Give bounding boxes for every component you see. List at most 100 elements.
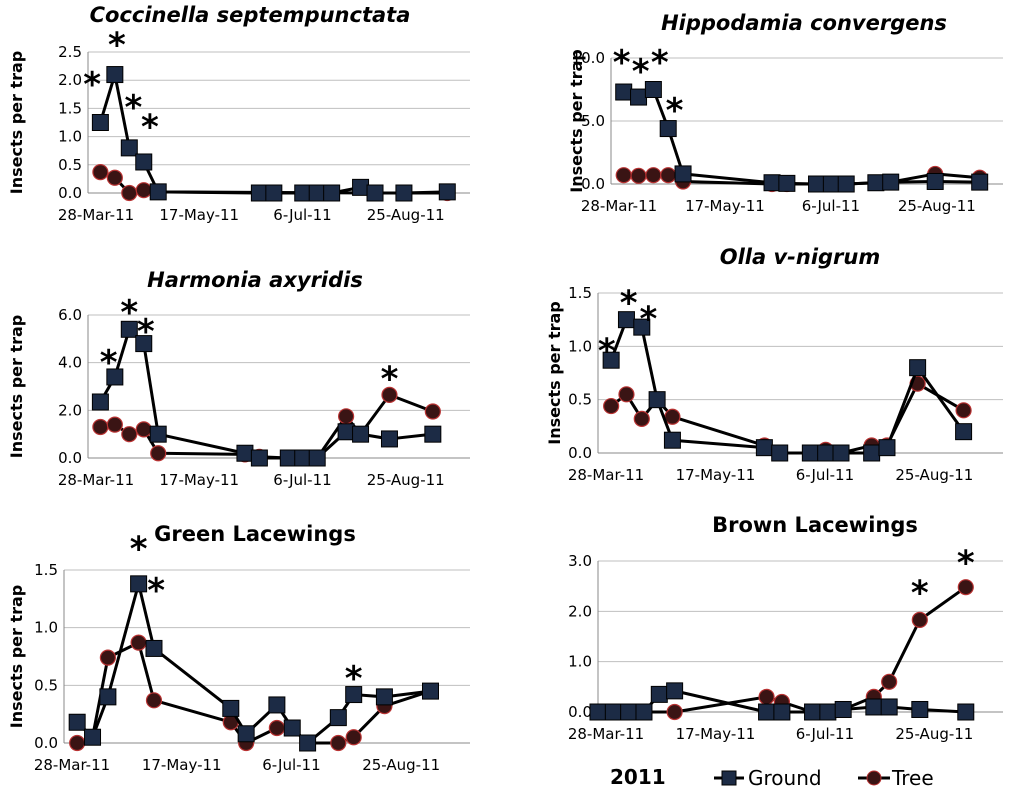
ground-point	[323, 184, 341, 202]
ground-point	[130, 575, 148, 593]
x-tick-label: 25-Aug-11	[367, 471, 445, 489]
significance-star: *	[137, 312, 155, 352]
ground-point	[604, 703, 622, 721]
tree-point	[338, 408, 355, 425]
ground-point	[250, 449, 268, 467]
x-tick-label: 28-Mar-11	[58, 471, 134, 489]
tree-point	[106, 416, 123, 433]
legend: 2011 Ground Tree	[610, 765, 934, 790]
chart-title: Hippodamia convergens	[661, 11, 947, 35]
ground-point	[84, 728, 102, 746]
x-tick-label: 17-May-11	[676, 725, 756, 743]
tree-point	[130, 634, 147, 651]
chart-panel-1: Coccinella septempunctata 0.0 0.5 1.0 1.5 2.0…	[7, 3, 470, 224]
y-tick-label: 6.0	[58, 306, 82, 324]
tree-point	[330, 734, 347, 752]
ground-point	[345, 686, 363, 704]
ground-point	[602, 351, 620, 369]
ground-point	[308, 184, 326, 202]
y-axis-label: Insects per trap	[567, 49, 586, 193]
y-tick-label: 0.0	[568, 444, 592, 462]
x-tick-label: 28-Mar-11	[568, 466, 644, 484]
significance-star: *	[147, 571, 165, 611]
ground-point	[763, 174, 781, 192]
ground-point	[294, 449, 312, 467]
y-axis-label: Insects per trap	[7, 585, 26, 729]
tree-point	[135, 182, 152, 199]
chart-title: Olla v-nigrum	[720, 245, 881, 269]
chart-panel-4: Olla v-nigrum 0.0 0.5 1.0 1.5 28-Mar-11 17-May…	[545, 245, 1003, 484]
ground-point	[265, 184, 283, 202]
ground-point	[120, 139, 138, 157]
y-tick-label: 10.0	[572, 49, 605, 67]
legend-tree-label: Tree	[891, 766, 934, 790]
y-tick-label: 1.5	[34, 561, 58, 579]
chart-title: Green Lacewings	[154, 522, 356, 546]
y-tick-label: 0.5	[568, 391, 592, 409]
x-tick-label: 25-Aug-11	[895, 725, 973, 743]
ground-point	[380, 430, 398, 448]
tree-point	[99, 649, 116, 666]
y-tick-label: 0.0	[568, 703, 592, 721]
ground-point	[882, 173, 900, 191]
ground-point	[911, 700, 929, 718]
ground-point	[424, 425, 442, 443]
y-tick-label: 1.5	[568, 284, 592, 302]
x-tick-label: 6-Jul-11	[273, 206, 331, 224]
significance-star: *	[666, 91, 684, 131]
series-line-ground	[76, 582, 431, 745]
ground-point	[145, 639, 163, 657]
ground-point	[648, 391, 666, 409]
tree-point	[660, 167, 677, 184]
ground-point	[149, 425, 167, 443]
significance-star: *	[632, 52, 650, 92]
x-tick-label: 17-May-11	[159, 206, 239, 224]
ground-point	[663, 431, 681, 449]
chart-panel-3: Harmonia axyridis 0.0 2.0 4.0 6.0 28-Mar-11 17…	[7, 268, 470, 489]
chart-title: Harmonia axyridis	[147, 268, 363, 292]
y-tick-label: 0.0	[34, 734, 58, 752]
ground-point	[250, 184, 268, 202]
y-tick-label: 1.0	[568, 337, 592, 355]
ground-point	[620, 703, 638, 721]
ground-point	[352, 425, 370, 443]
legend-ground-label: Ground	[748, 766, 822, 790]
y-tick-label: 1.0	[58, 128, 82, 146]
x-tick-label: 6-Jul-11	[796, 725, 854, 743]
ground-point	[804, 703, 822, 721]
y-tick-label: 2.0	[568, 602, 592, 620]
ground-point	[91, 393, 109, 411]
ground-point	[865, 698, 883, 716]
chart-title: Coccinella septempunctata	[90, 3, 411, 27]
ground-point	[837, 175, 855, 193]
x-tick-label: 25-Aug-11	[367, 206, 445, 224]
tree-point	[630, 167, 647, 184]
y-tick-label: 1.0	[34, 619, 58, 637]
tree-point	[957, 579, 974, 596]
significance-star: *	[651, 43, 669, 83]
x-tick-label: 6-Jul-11	[262, 756, 320, 774]
tree-point	[603, 397, 620, 415]
x-tick-label: 25-Aug-11	[895, 466, 973, 484]
chart-panel-6: Brown Lacewings 0.0 1.0 2.0 3.0 28-Mar-11 17-M…	[568, 513, 1003, 743]
y-tick-label: 0.0	[58, 184, 82, 202]
ground-point	[817, 444, 835, 462]
tree-point	[758, 688, 775, 706]
x-tick-label: 6-Jul-11	[273, 471, 331, 489]
tree-point	[92, 164, 109, 181]
significance-star: *	[957, 543, 975, 583]
significance-star: *	[100, 343, 118, 383]
tree-point	[881, 673, 898, 690]
ground-point	[926, 172, 944, 190]
x-tick-label: 17-May-11	[676, 466, 756, 484]
x-tick-label: 28-Mar-11	[34, 756, 110, 774]
ground-point	[236, 444, 254, 462]
tree-point	[645, 167, 662, 184]
ground-point	[778, 174, 796, 192]
y-axis-label: Insects per trap	[7, 315, 26, 459]
ground-point	[421, 682, 439, 700]
ground-point	[99, 688, 117, 706]
tree-point	[666, 703, 683, 721]
tree-point	[145, 692, 163, 709]
